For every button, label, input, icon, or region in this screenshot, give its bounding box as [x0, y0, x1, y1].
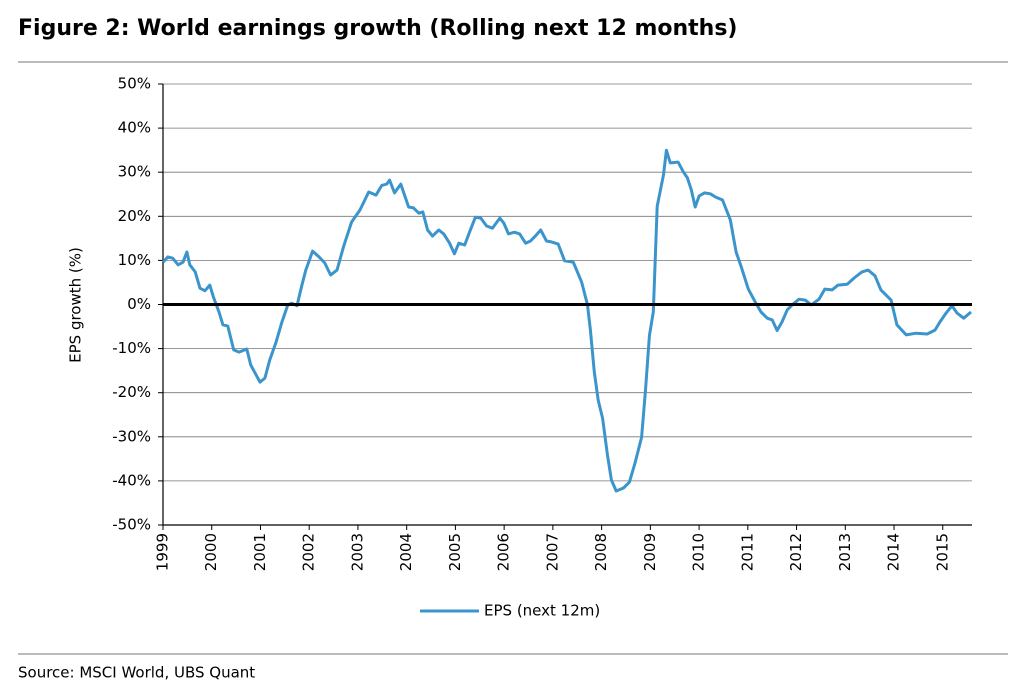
x-tick-label: 2011 — [738, 533, 756, 571]
y-tick-label: 50% — [118, 75, 151, 93]
source: Source: MSCI World, UBS Quant — [18, 664, 255, 682]
x-tick-label: 2008 — [592, 533, 610, 571]
legend-label: EPS (next 12m) — [484, 602, 600, 620]
x-tick-label: 2006 — [495, 533, 513, 571]
x-tick-label: 2010 — [690, 533, 708, 571]
x-tick-label: 2015 — [933, 533, 951, 571]
x-tick-label: 2002 — [300, 533, 318, 571]
x-tick-label: 2012 — [787, 533, 805, 571]
x-tick-label: 2014 — [885, 533, 903, 571]
y-tick-label: 0% — [127, 295, 151, 313]
x-tick-label: 2007 — [543, 533, 561, 571]
x-tick-label: 2003 — [348, 533, 366, 571]
y-tick-label: 10% — [118, 251, 151, 269]
y-axis-label: EPS growth (%) — [67, 247, 85, 363]
y-tick-label: 30% — [118, 163, 151, 181]
x-tick-label: 2009 — [641, 533, 659, 571]
y-tick-label: 40% — [118, 119, 151, 137]
x-tick-label: 2005 — [446, 533, 464, 571]
y-tick-label: -50% — [112, 516, 151, 534]
y-tick-label: -10% — [112, 339, 151, 357]
y-tick-label: 20% — [118, 207, 151, 225]
x-tick-label: 1999 — [154, 533, 172, 571]
x-tick-label: 2013 — [836, 533, 854, 571]
y-tick-label: -30% — [112, 427, 151, 445]
y-tick-label: -20% — [112, 383, 151, 401]
chart-title: Figure 2: World earnings growth (Rolling… — [18, 16, 737, 41]
series-line — [161, 148, 972, 493]
y-tick-label: -40% — [112, 471, 151, 489]
x-tick-label: 2000 — [202, 533, 220, 571]
x-tick-label: 2004 — [397, 533, 415, 571]
x-tick-label: 2001 — [251, 533, 269, 571]
